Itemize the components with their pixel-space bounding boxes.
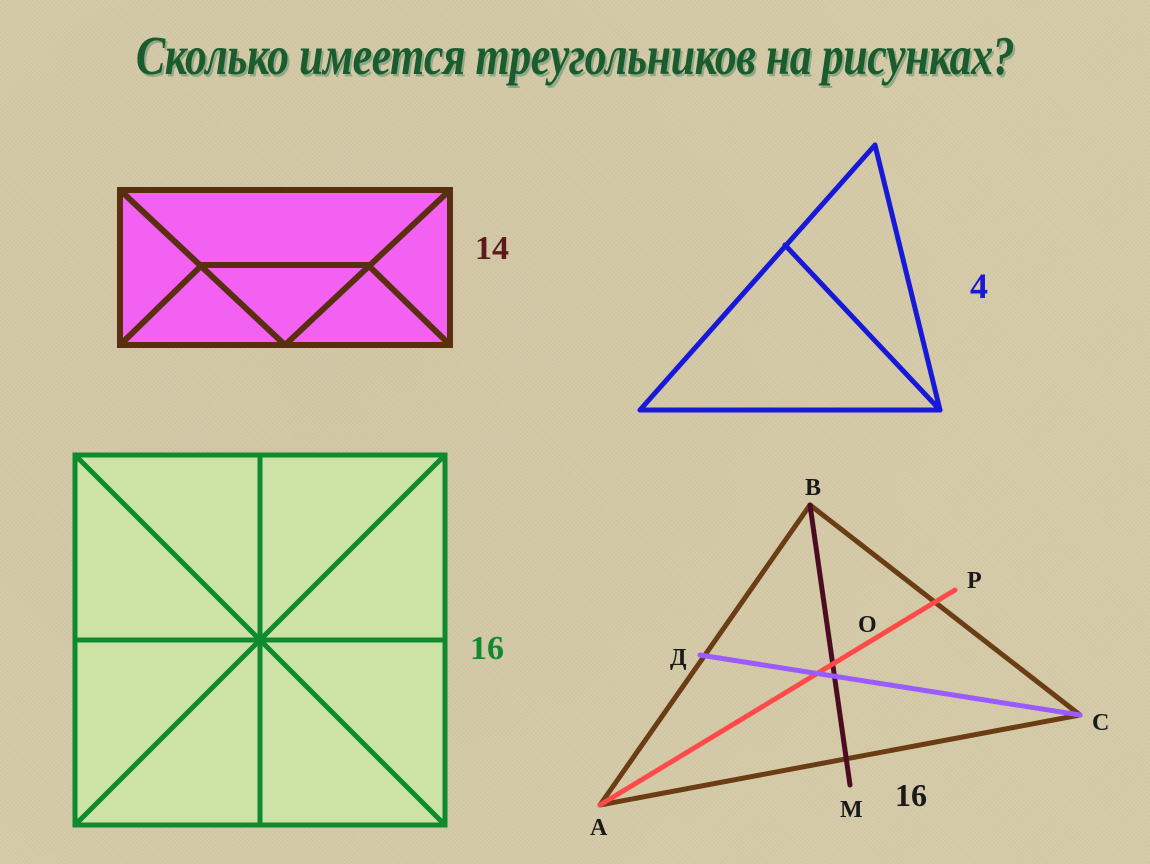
- vertex-label-D: Д: [670, 645, 687, 672]
- vertex-label-O: О: [858, 612, 877, 639]
- vertex-label-A: А: [590, 815, 607, 842]
- vertex-label-M: М: [840, 797, 863, 824]
- vertex-label-P: Р: [967, 568, 982, 595]
- vertex-label-B: В: [805, 475, 821, 502]
- figure-4-answer: 16: [895, 777, 927, 814]
- figure-4-labeled-triangle: [0, 0, 1150, 864]
- vertex-label-C: С: [1092, 710, 1109, 737]
